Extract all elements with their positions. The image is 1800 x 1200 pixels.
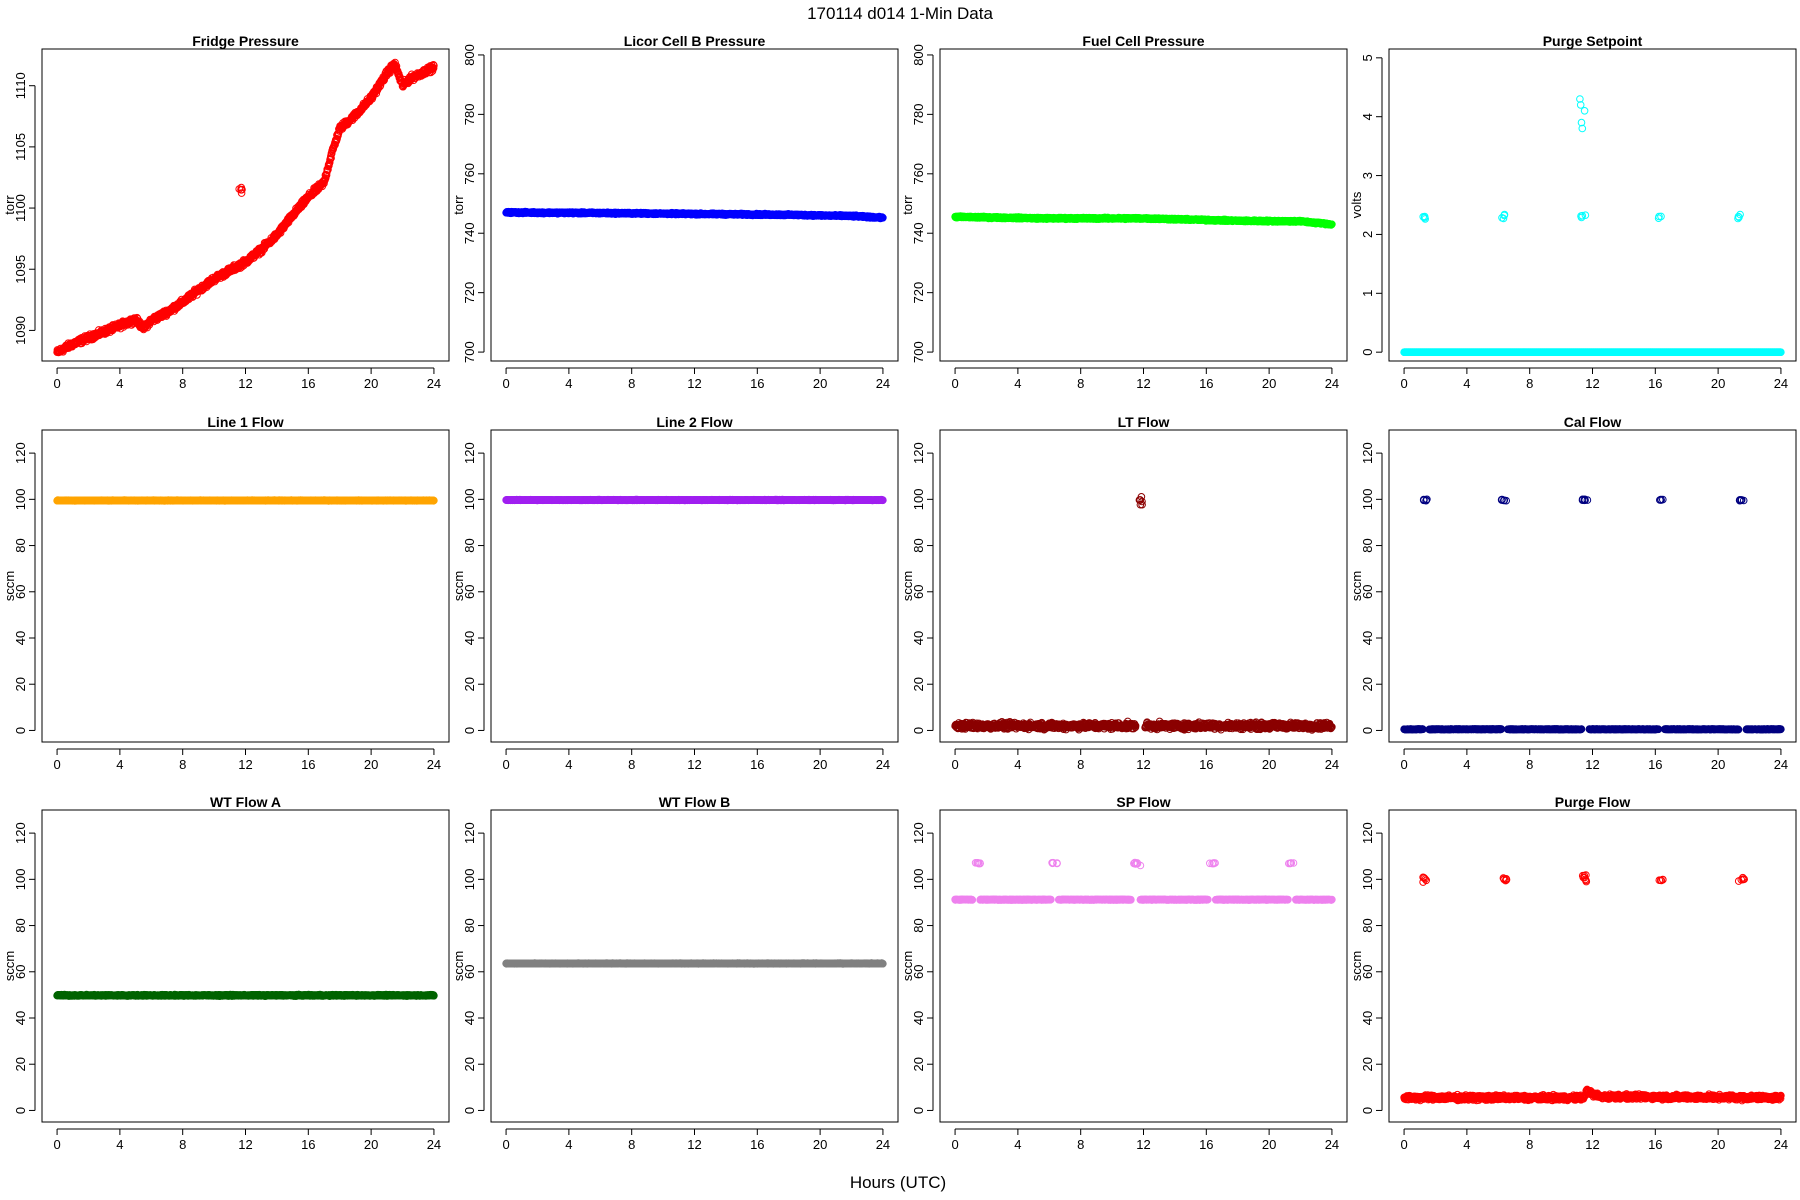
figure-title: 170114 d014 1-Min Data: [807, 4, 993, 23]
y-tick-label: 1100: [13, 194, 28, 222]
x-tick-label: 24: [1325, 376, 1339, 391]
data-points: [502, 207, 887, 223]
data-point: [430, 61, 438, 70]
panel-title: Fuel Cell Pressure: [1082, 33, 1204, 49]
panel-title: Licor Cell B Pressure: [624, 33, 766, 49]
y-tick-label: 760: [911, 163, 926, 185]
y-tick-label: 1105: [13, 133, 28, 161]
panel-title: Fridge Pressure: [192, 33, 299, 49]
plot-frame: [490, 48, 899, 362]
y-axis-label: torr: [900, 195, 915, 215]
data-point: [320, 179, 328, 188]
x-tick-label: 24: [427, 376, 441, 391]
chart-panel-1: Fridge Pressure 0 4 8 12 16 20 24 1090 1095 1100 11…: [2, 33, 450, 391]
y-tick-label: 740: [462, 222, 477, 244]
x-tick-label: 4: [1014, 376, 1021, 391]
x-tick-label: 20: [1262, 376, 1276, 391]
y-tick-label: 720: [911, 282, 926, 304]
y-tick-label: 760: [462, 163, 477, 185]
x-tick-label: 4: [116, 376, 123, 391]
panel-grid: Fridge Pressure 0 4 8 12 16 20 24 1090 1095 1100 11…: [2, 33, 1797, 1152]
x-tick-label: 0: [53, 376, 60, 391]
y-tick-label: 740: [911, 222, 926, 244]
plot-frame: [41, 48, 450, 362]
x-tick-label: 16: [750, 376, 764, 391]
y-tick-label: 720: [462, 282, 477, 304]
chart-panel-3: Fuel Cell Pressure 0 4 8 12 16 20 24 700 720 740 76…: [900, 33, 1348, 391]
y-tick-label: 1090: [13, 316, 28, 345]
x-tick-label: 12: [238, 376, 252, 391]
panel-title: Purge Setpoint: [1543, 33, 1643, 49]
x-tick-label: 0: [502, 376, 509, 391]
y-tick-label: 780: [462, 104, 477, 126]
x-tick-label: 16: [1199, 376, 1213, 391]
data-point: [392, 62, 401, 70]
x-tick-label: 20: [364, 376, 378, 391]
x-tick-label: 12: [687, 376, 701, 391]
x-tick-label: 8: [1077, 376, 1084, 391]
y-tick-label: 800: [911, 44, 926, 66]
data-point: [429, 64, 438, 73]
data-point: [391, 58, 399, 67]
y-tick-label: 800: [462, 44, 477, 66]
y-axis-label: torr: [451, 195, 466, 215]
y-tick-label: 1095: [13, 255, 28, 284]
data-point: [333, 135, 341, 143]
y-tick-label: 1110: [13, 72, 28, 99]
data-point: [322, 171, 331, 179]
x-tick-label: 20: [813, 376, 827, 391]
x-tick-label: 16: [301, 376, 315, 391]
data-points: [53, 58, 438, 357]
y-tick-label: 700: [462, 341, 477, 363]
data-points: [951, 212, 1336, 229]
x-tick-label: 12: [1136, 376, 1150, 391]
data-point: [879, 214, 887, 222]
data-point: [327, 154, 335, 162]
data-points: [1400, 95, 1785, 357]
y-tick-label: 780: [911, 104, 926, 126]
x-tick-label: 8: [179, 376, 186, 391]
x-tick-label: 8: [628, 376, 635, 391]
y-tick-label: 700: [911, 341, 926, 363]
x-tick-label: 4: [565, 376, 572, 391]
data-point: [1328, 220, 1336, 229]
data-point: [237, 189, 246, 197]
data-point: [237, 183, 246, 192]
chart-panel-2: Licor Cell B Pressure 0 4 8 12 16 20 24 700 720 74…: [451, 33, 899, 391]
x-tick-label: 24: [876, 376, 890, 391]
y-axis-label: torr: [2, 195, 17, 215]
data-point: [327, 149, 336, 158]
plot-frame: [939, 48, 1348, 362]
x-tick-label: 0: [951, 376, 958, 391]
